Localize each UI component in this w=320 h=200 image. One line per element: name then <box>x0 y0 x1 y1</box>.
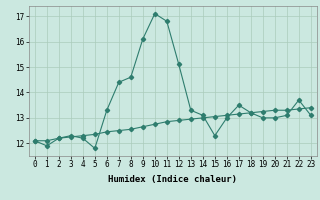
X-axis label: Humidex (Indice chaleur): Humidex (Indice chaleur) <box>108 175 237 184</box>
